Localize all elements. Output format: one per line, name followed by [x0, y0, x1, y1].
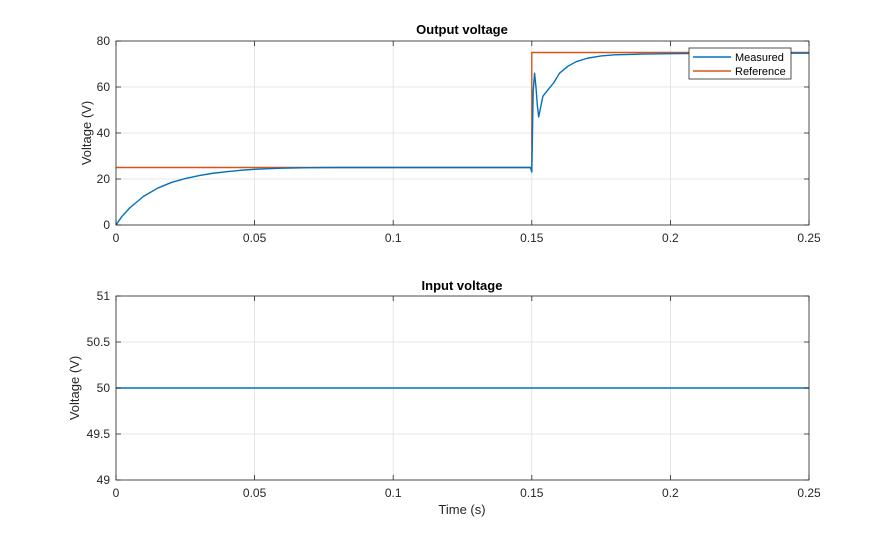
legend-label-reference: Reference — [735, 66, 786, 78]
output-voltage-axes: 0 0.05 0.1 0.15 0.2 0.25 0 20 40 60 80 Output volt… — [79, 22, 821, 245]
y-tick-label: 60 — [97, 80, 111, 94]
x-tick-label: 0.05 — [243, 486, 267, 500]
y-tick-label: 20 — [97, 172, 111, 186]
x-tick-label: 0 — [113, 486, 120, 500]
y-tick-label: 51 — [97, 289, 111, 303]
x-tick-label: 0 — [113, 231, 120, 245]
input-voltage-axes: 0 0.05 0.1 0.15 0.2 0.25 49 49.5 50 50.5 51 Input … — [67, 278, 821, 517]
ticks: 0 0.05 0.1 0.15 0.2 0.25 0 20 40 60 80 — [97, 34, 821, 245]
x-tick-label: 0.2 — [662, 486, 679, 500]
legend-label-measured: Measured — [735, 52, 784, 64]
series-line-measured — [115, 52, 809, 226]
chart-title: Output voltage — [416, 22, 508, 37]
x-tick-label: 0.2 — [662, 231, 679, 245]
x-axis-label: Time (s) — [438, 502, 485, 517]
x-tick-label: 0.15 — [520, 486, 544, 500]
x-tick-label: 0.15 — [520, 231, 544, 245]
y-tick-label: 49.5 — [87, 427, 111, 441]
y-tick-label: 80 — [97, 34, 111, 48]
x-tick-label: 0.1 — [385, 486, 402, 500]
y-tick-label: 50.5 — [87, 335, 111, 349]
legend-box — [688, 47, 792, 80]
y-tick-label: 50 — [97, 381, 111, 395]
y-axis-label: Voltage (V) — [67, 356, 82, 420]
x-tick-label: 0.25 — [797, 231, 821, 245]
y-tick-label: 40 — [97, 126, 111, 140]
x-tick-label: 0.1 — [385, 231, 402, 245]
series-group — [115, 51, 809, 226]
chart-title: Input voltage — [422, 278, 503, 293]
legend: Measured Reference — [688, 47, 792, 80]
x-tick-label: 0.05 — [243, 231, 267, 245]
y-axis-label: Voltage (V) — [79, 101, 94, 165]
x-tick-label: 0.25 — [797, 486, 821, 500]
y-tick-label: 49 — [97, 473, 111, 487]
ticks: 0 0.05 0.1 0.15 0.2 0.25 49 49.5 50 50.5 51 — [87, 289, 821, 500]
y-tick-label: 0 — [103, 218, 110, 232]
